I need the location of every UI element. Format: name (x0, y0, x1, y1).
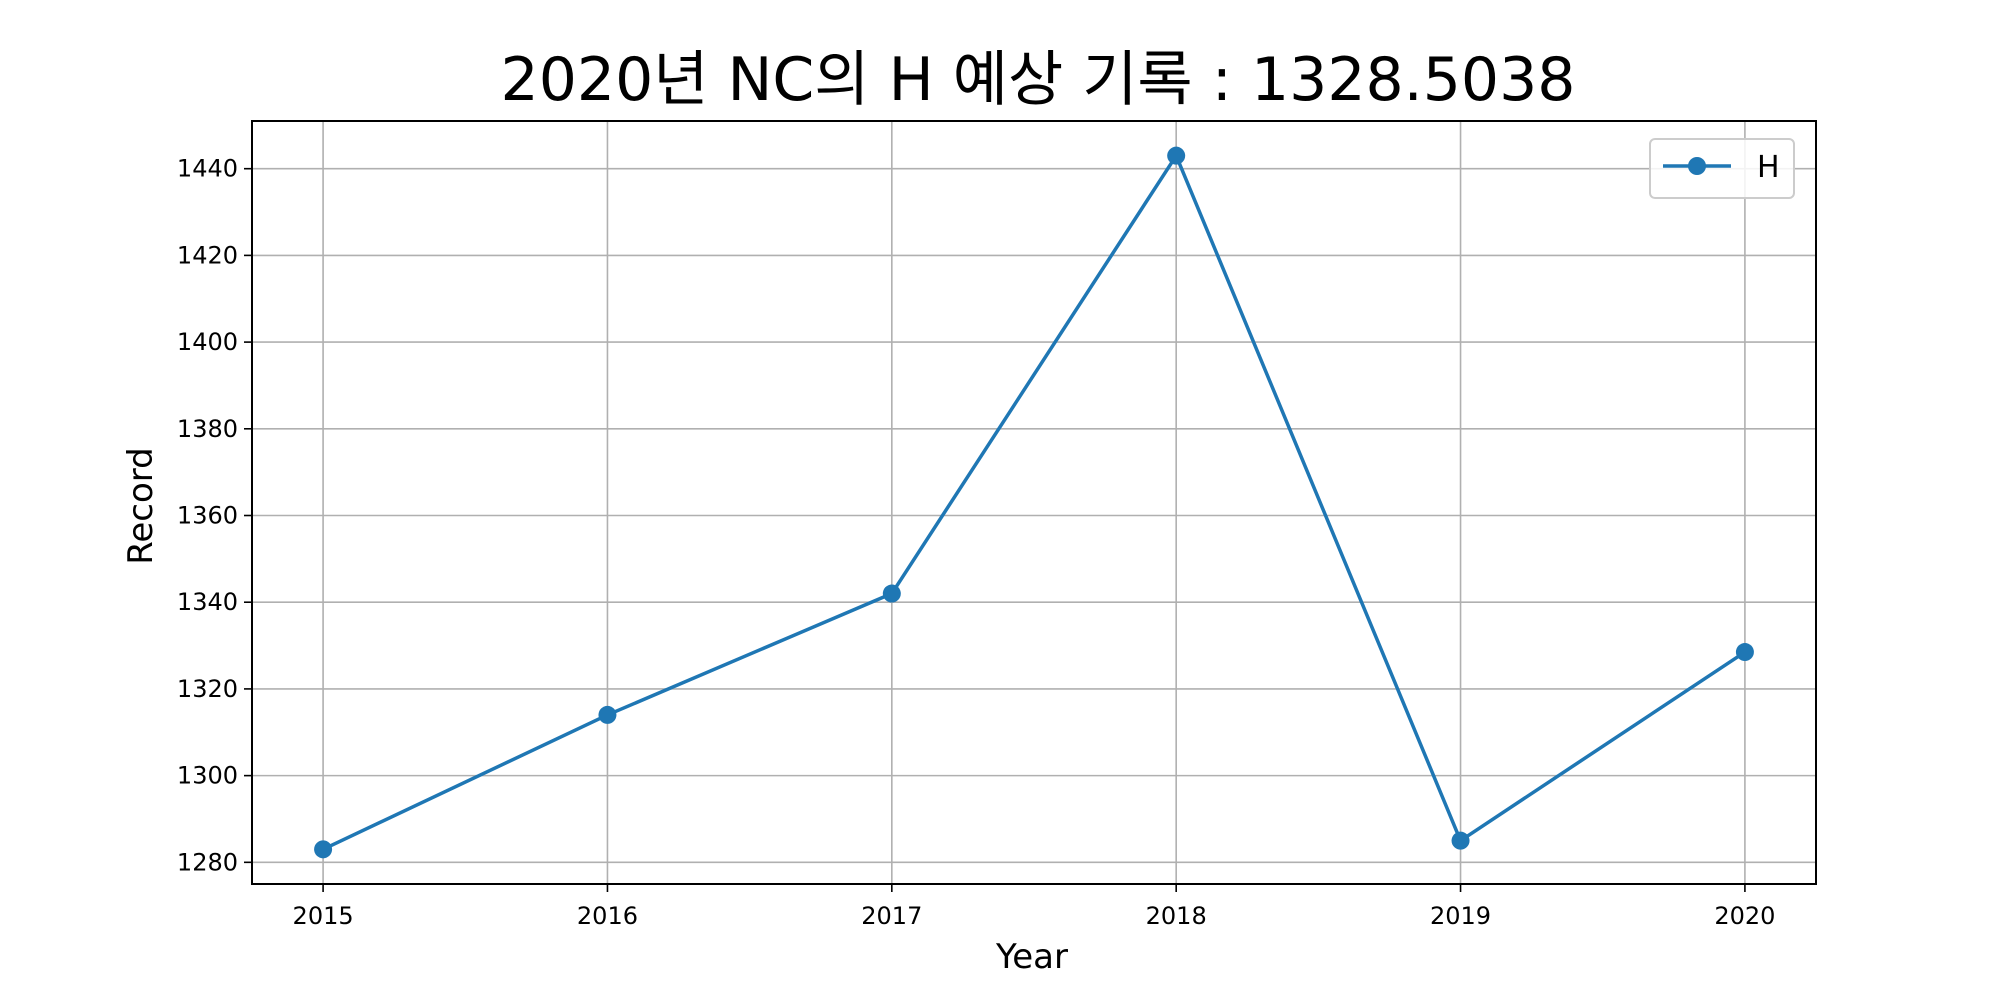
grid (252, 121, 1816, 884)
y-axis-label: Record (121, 447, 161, 564)
x-tick-label: 2016 (577, 902, 638, 930)
chart-title: 2020년 NC의 H 예상 기록 : 1328.5038 (501, 45, 1576, 115)
y-axis: 1280 1300 1320 1340 1360 1380 1400 1420 1440 (177, 155, 252, 876)
y-tick-label: 1380 (177, 415, 238, 443)
series-line-h (322, 153, 1746, 851)
x-tick-label: 2019 (1430, 902, 1491, 930)
y-tick-label: 1420 (177, 241, 238, 269)
data-point (1451, 831, 1470, 850)
legend-marker (1688, 157, 1706, 175)
x-axis: 2015 2016 2017 2018 2019 2020 (293, 884, 1775, 930)
x-tick-label: 2015 (293, 902, 354, 930)
x-tick-label: 2020 (1714, 902, 1775, 930)
legend: H (1649, 138, 1795, 199)
x-axis-label: Year (995, 937, 1068, 977)
legend-entry-h: H (1757, 150, 1780, 185)
x-tick-label: 2018 (1146, 902, 1207, 930)
y-tick-label: 1440 (177, 155, 238, 183)
data-point (1735, 643, 1754, 662)
data-point (882, 584, 901, 603)
y-tick-label: 1340 (177, 588, 238, 616)
series-group (314, 146, 1754, 859)
plot-frame (251, 120, 1817, 885)
y-tick-label: 1280 (177, 848, 238, 876)
data-point (1167, 146, 1186, 165)
y-tick-label: 1320 (177, 675, 238, 703)
y-tick-label: 1300 (177, 762, 238, 790)
data-point (314, 840, 333, 859)
y-tick-label: 1360 (177, 502, 238, 530)
data-point (598, 705, 617, 724)
legend-box (1649, 138, 1795, 199)
x-tick-label: 2017 (861, 902, 922, 930)
y-tick-label: 1400 (177, 328, 238, 356)
